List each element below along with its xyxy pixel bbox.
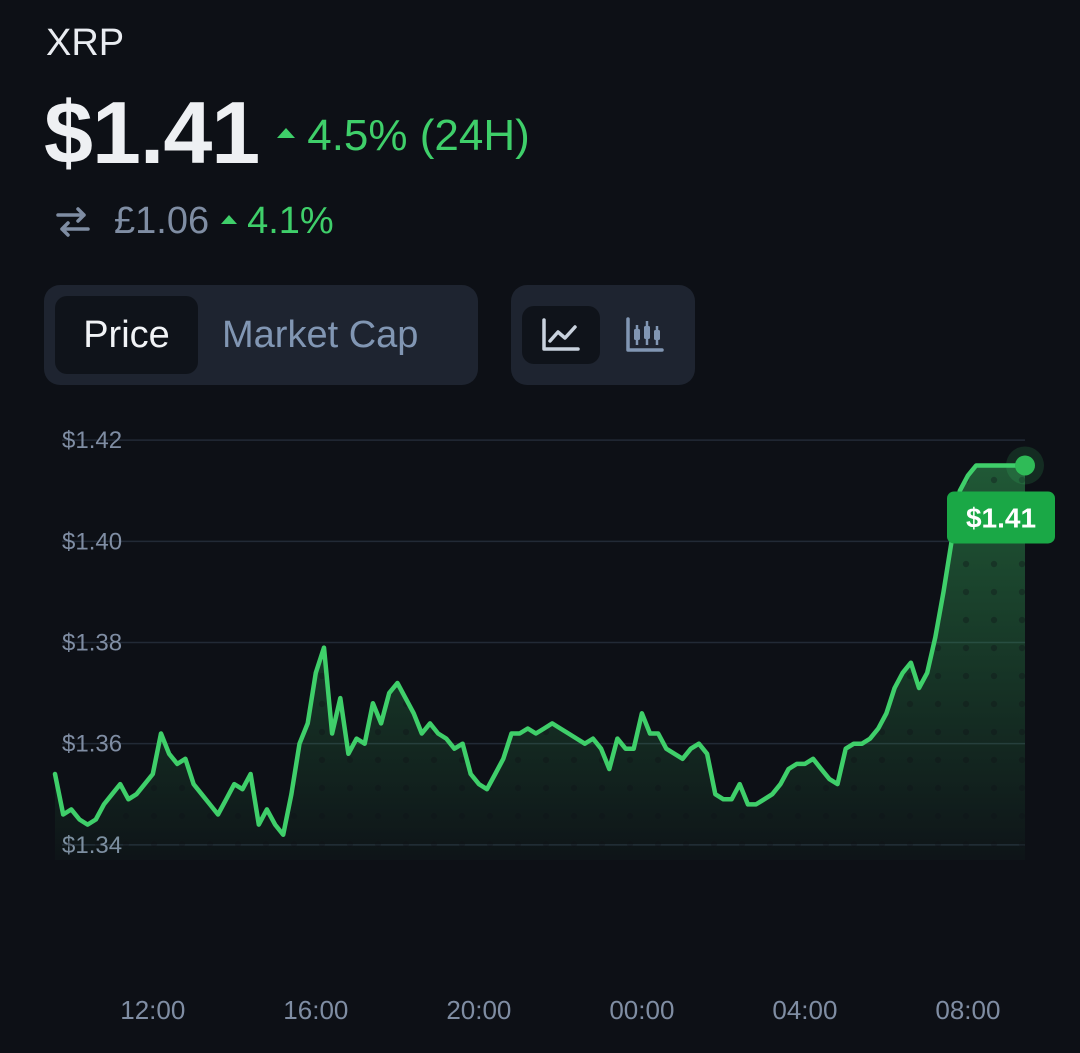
- chart-type-toggle: [511, 285, 695, 385]
- price-change-24h: 4.5% (24H): [277, 111, 530, 161]
- price-row: $1.41 4.5% (24H): [44, 82, 530, 184]
- current-value-label: $1.41: [966, 502, 1036, 533]
- converted-change-text: 4.1%: [247, 200, 334, 242]
- current-value-badge: [947, 491, 1055, 544]
- swap-arrows-icon[interactable]: [54, 203, 92, 241]
- triangle-up-icon: [277, 128, 296, 138]
- converted-price-row: £1.06 4.1%: [54, 200, 334, 243]
- y-tick-label: $1.38: [62, 630, 122, 657]
- x-tick-label: 08:00: [935, 995, 1000, 1025]
- y-tick-label: $1.36: [62, 731, 122, 758]
- tab-market-cap[interactable]: Market Cap: [222, 313, 419, 356]
- line-chart-button[interactable]: [522, 306, 600, 364]
- price-change-text: 4.5% (24H): [307, 111, 530, 160]
- x-tick-label: 12:00: [120, 995, 185, 1025]
- x-tick-label: 16:00: [283, 995, 348, 1025]
- tab-price[interactable]: Price: [55, 296, 198, 374]
- asset-symbol: XRP: [46, 22, 125, 64]
- y-tick-label: $1.42: [62, 427, 122, 454]
- x-tick-label: 00:00: [609, 995, 674, 1025]
- converted-price: £1.06: [114, 200, 210, 242]
- current-value-dot: [1015, 455, 1035, 476]
- candlestick-chart-button[interactable]: [606, 306, 684, 364]
- price-line: [52, 463, 1028, 837]
- metric-tabs: Price Market Cap: [44, 285, 478, 385]
- price-chart[interactable]: $1.42$1.40$1.38$1.36$1.34 $1.41 12:0016:…: [0, 410, 1080, 1053]
- triangle-up-icon: [221, 215, 238, 224]
- candlestick-chart-icon: [626, 317, 664, 352]
- y-tick-label: $1.40: [62, 528, 122, 555]
- x-tick-label: 04:00: [772, 995, 837, 1025]
- price-area-dots: [55, 465, 1025, 860]
- x-axis-labels: 12:00 16:00 20:00 00:00 04:00 08:00: [120, 995, 1000, 1025]
- x-tick-label: 20:00: [446, 995, 511, 1025]
- line-chart-icon: [542, 318, 580, 351]
- converted-price-change: 4.1%: [221, 200, 334, 243]
- current-value-marker: $1.41: [947, 446, 1055, 544]
- current-price: $1.41: [44, 83, 260, 182]
